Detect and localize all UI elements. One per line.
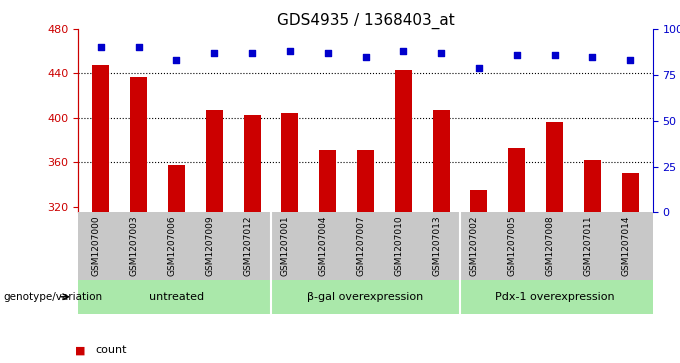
Text: GSM1207003: GSM1207003 [130, 216, 139, 276]
Text: GSM1207004: GSM1207004 [319, 216, 328, 276]
Bar [282, 114, 299, 212]
Bar [584, 160, 601, 212]
Text: GSM1207009: GSM1207009 [205, 216, 214, 276]
Point [625, 57, 636, 63]
Text: GSM1207012: GSM1207012 [243, 216, 252, 276]
Text: GSM1207006: GSM1207006 [167, 216, 177, 276]
Text: Pdx-1 overexpression: Pdx-1 overexpression [495, 292, 614, 302]
Bar [168, 164, 185, 212]
Point [549, 52, 560, 58]
Text: GSM1207007: GSM1207007 [356, 216, 366, 276]
Bar [432, 110, 449, 212]
Point [284, 48, 295, 54]
Text: ■: ■ [75, 345, 85, 355]
Point [133, 45, 144, 50]
Bar [357, 150, 374, 212]
Text: GSM1207011: GSM1207011 [583, 216, 592, 276]
Bar [319, 150, 336, 212]
Point [95, 45, 106, 50]
Text: count: count [95, 345, 126, 355]
Text: GSM1207010: GSM1207010 [394, 216, 403, 276]
Text: GSM1207001: GSM1207001 [281, 216, 290, 276]
Text: GSM1207002: GSM1207002 [470, 216, 479, 276]
Point [473, 65, 484, 70]
Point [360, 54, 371, 60]
Bar [508, 148, 525, 212]
Point [247, 50, 258, 56]
Point [398, 48, 409, 54]
Text: β-gal overexpression: β-gal overexpression [307, 292, 424, 302]
Title: GDS4935 / 1368403_at: GDS4935 / 1368403_at [277, 13, 454, 29]
Point [511, 52, 522, 58]
Bar [243, 115, 260, 212]
Bar [471, 190, 488, 212]
Text: genotype/variation: genotype/variation [3, 292, 103, 302]
Text: GSM1207008: GSM1207008 [545, 216, 554, 276]
Text: GSM1207005: GSM1207005 [508, 216, 517, 276]
Bar [92, 65, 109, 212]
Bar [395, 70, 412, 212]
Bar [130, 77, 147, 212]
Text: GSM1207000: GSM1207000 [92, 216, 101, 276]
Bar [622, 174, 639, 212]
Bar [206, 110, 223, 212]
Point [587, 54, 598, 60]
Text: GSM1207014: GSM1207014 [621, 216, 630, 276]
Text: GSM1207013: GSM1207013 [432, 216, 441, 276]
Point [171, 57, 182, 63]
Point [436, 50, 447, 56]
Text: untreated: untreated [149, 292, 204, 302]
Point [209, 50, 220, 56]
Point [322, 50, 333, 56]
Bar [546, 122, 563, 212]
